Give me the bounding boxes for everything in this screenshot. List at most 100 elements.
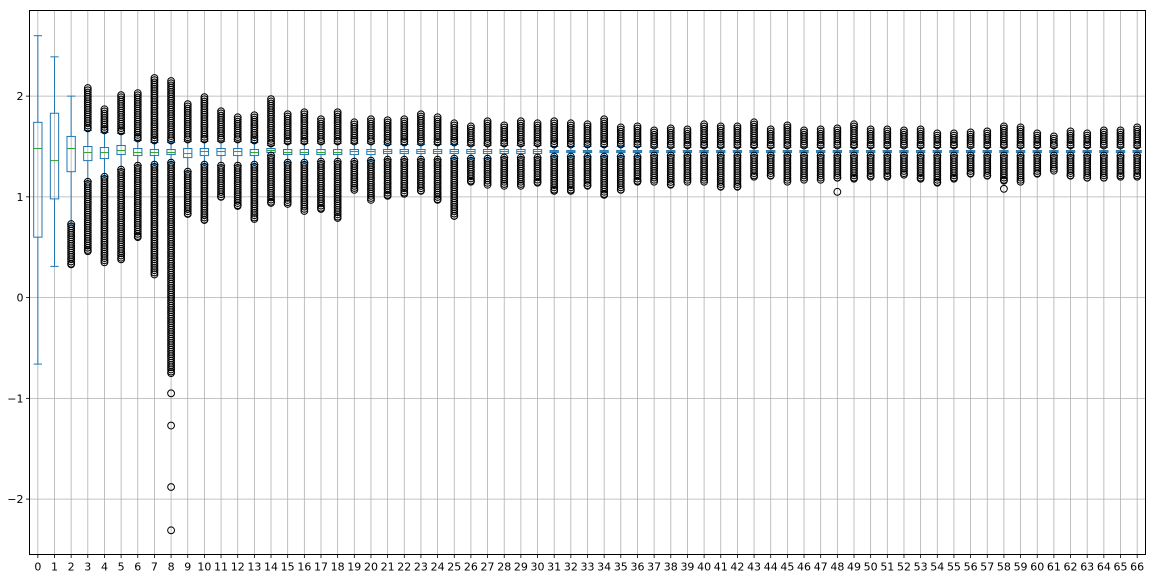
outlier-low xyxy=(566,183,575,192)
outlier-high xyxy=(800,139,808,148)
box-1 xyxy=(49,56,60,267)
x-tick-label: 20 xyxy=(364,561,378,574)
outlier-high xyxy=(300,134,309,143)
x-tick-label: 37 xyxy=(647,561,661,574)
outlier-high xyxy=(217,129,225,138)
outlier-low xyxy=(916,171,925,180)
outlier-high xyxy=(83,119,92,128)
x-tick-label: 10 xyxy=(197,561,211,574)
outliers xyxy=(67,74,1142,535)
outliers-4 xyxy=(100,105,109,267)
outlier-low xyxy=(283,200,292,208)
outlier-high xyxy=(1049,139,1058,147)
outlier-high xyxy=(1116,141,1125,150)
x-tick-label: 30 xyxy=(531,561,545,574)
y-tick-label: −2 xyxy=(7,493,23,506)
outlier-high xyxy=(950,136,958,144)
y-tick-label: −1 xyxy=(7,392,23,405)
outlier-low xyxy=(350,181,359,190)
outlier-high xyxy=(150,131,159,140)
outlier-low xyxy=(833,169,842,178)
outlier-high xyxy=(317,133,325,141)
outlier-high xyxy=(533,134,542,143)
outlier-high xyxy=(833,141,842,150)
outlier-high xyxy=(200,132,209,141)
x-tick-label: 14 xyxy=(264,561,278,574)
outlier-high xyxy=(866,138,875,147)
outliers-45 xyxy=(783,121,792,186)
outliers-23 xyxy=(417,110,425,195)
iqr-box xyxy=(216,148,226,157)
outlier-low xyxy=(783,177,792,186)
outliers-41 xyxy=(716,122,725,191)
outlier-low xyxy=(816,175,825,184)
outlier-low xyxy=(600,190,609,199)
outlier-high xyxy=(766,136,775,145)
outliers-35 xyxy=(616,123,625,194)
outliers-20 xyxy=(367,115,375,204)
outlier-low xyxy=(83,243,92,252)
outlier-low xyxy=(267,193,275,202)
outlier-high xyxy=(816,138,825,147)
outlier-low xyxy=(233,202,242,210)
outlier-low xyxy=(600,185,609,194)
x-tick-label: 4 xyxy=(101,561,108,574)
outlier-low xyxy=(966,169,975,178)
outlier-high xyxy=(133,134,142,143)
outliers-48 xyxy=(833,124,842,196)
outlier-high xyxy=(600,140,609,149)
x-tick-label: 38 xyxy=(664,561,678,574)
outliers-9 xyxy=(183,100,192,218)
outlier-high xyxy=(1033,136,1042,144)
outlier-low xyxy=(1116,167,1125,175)
iqr-box xyxy=(166,149,176,156)
iqr-box xyxy=(366,149,376,156)
outlier-low xyxy=(317,205,325,213)
outlier-low xyxy=(217,188,225,196)
outlier-low xyxy=(550,183,559,192)
outlier-low xyxy=(383,186,392,195)
outlier-high xyxy=(916,138,925,147)
outliers-34 xyxy=(600,115,609,199)
outlier-high xyxy=(467,133,475,142)
outliers-27 xyxy=(483,117,492,189)
outlier-high xyxy=(516,137,525,146)
x-tick-label: 2 xyxy=(68,561,75,574)
outlier-low xyxy=(916,174,925,183)
outlier-high xyxy=(200,135,209,144)
x-tick-label: 58 xyxy=(997,561,1011,574)
x-tick-label: 44 xyxy=(764,561,778,574)
outlier-low xyxy=(450,207,459,216)
outlier-high xyxy=(683,136,692,145)
outlier-low xyxy=(750,167,758,175)
iqr-box xyxy=(316,149,326,156)
iqr-box xyxy=(299,149,309,156)
outlier-high xyxy=(666,135,675,144)
outlier-point xyxy=(167,526,175,535)
outlier-low xyxy=(233,196,242,205)
outlier-high xyxy=(550,137,559,146)
outliers-26 xyxy=(467,122,475,186)
outlier-high xyxy=(1133,138,1142,147)
x-tick-label: 43 xyxy=(747,561,761,574)
outlier-high xyxy=(933,138,942,147)
outlier-high xyxy=(100,122,109,131)
outlier-low xyxy=(417,184,425,193)
outlier-low xyxy=(950,174,958,183)
outliers-57 xyxy=(983,127,992,180)
outlier-low xyxy=(983,169,992,178)
outlier-high xyxy=(333,137,342,146)
outlier-high xyxy=(900,137,908,146)
outlier-high xyxy=(117,124,126,133)
outlier-high xyxy=(1066,141,1075,150)
x-tick-label: 64 xyxy=(1097,561,1111,574)
outlier-high xyxy=(750,136,758,144)
iqr-box xyxy=(183,148,193,159)
outlier-low xyxy=(766,167,775,175)
x-tick-label: 33 xyxy=(581,561,595,574)
outlier-low xyxy=(283,193,292,202)
x-tick-label: 32 xyxy=(564,561,578,574)
outlier-low xyxy=(816,173,825,182)
outlier-high xyxy=(433,133,442,141)
outlier-high xyxy=(283,132,292,141)
